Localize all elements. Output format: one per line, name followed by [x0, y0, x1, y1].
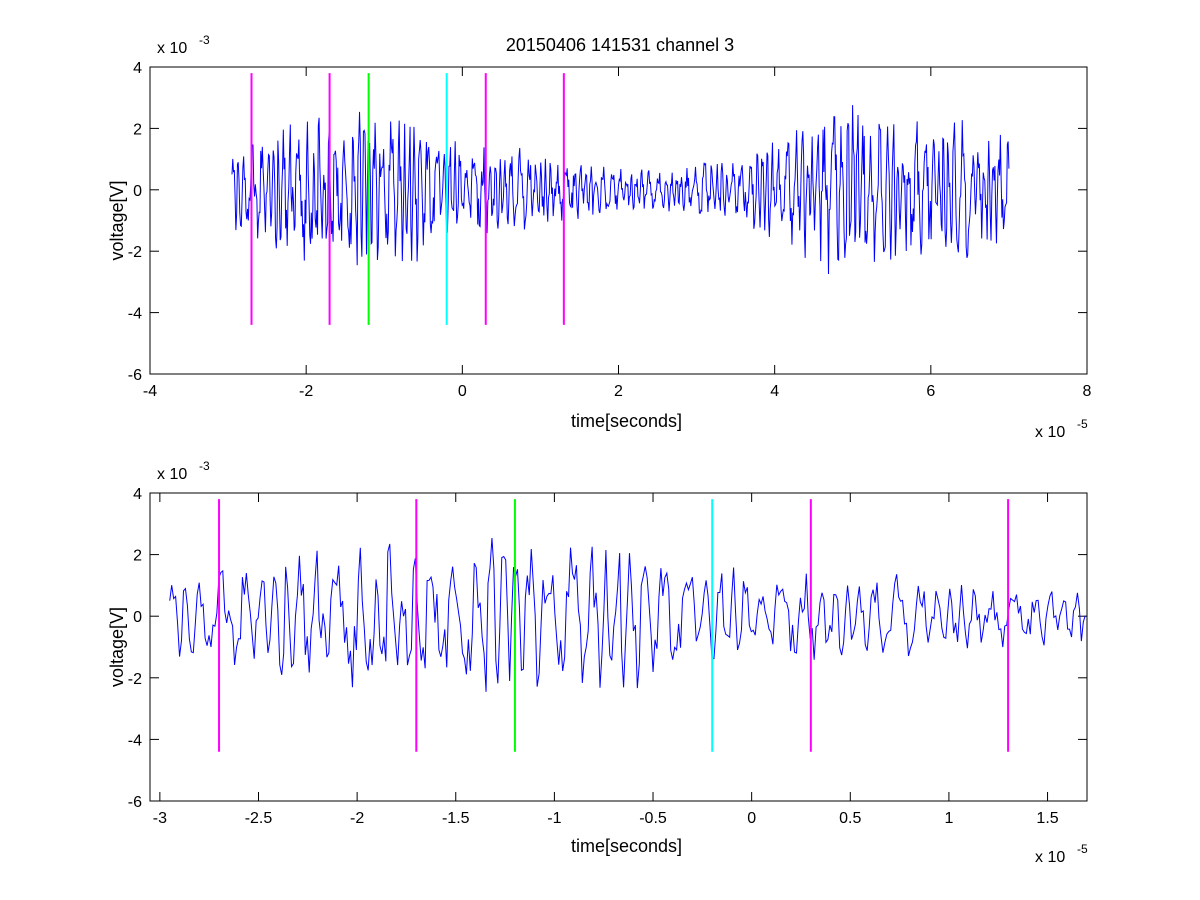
x-tick-label: 0 — [458, 383, 467, 400]
y-tick-label: -2 — [128, 671, 142, 688]
y-tick-label: 0 — [133, 609, 142, 626]
y-tick-label: 0 — [133, 183, 142, 200]
x-axis-label: time[seconds] — [571, 836, 682, 856]
y-tick-label: 4 — [133, 60, 142, 77]
x-exponent-label: x 10 — [1035, 849, 1065, 866]
x-tick-label: 8 — [1083, 383, 1092, 400]
x-tick-label: -2.5 — [245, 810, 273, 827]
x-tick-label: -3 — [153, 810, 167, 827]
y-tick-label: 2 — [133, 121, 142, 138]
y-tick-label: -6 — [128, 794, 142, 811]
x-tick-label: 0.5 — [839, 810, 861, 827]
y-tick-label: -4 — [128, 306, 142, 323]
x-exponent-power: -5 — [1077, 842, 1088, 856]
x-tick-label: -1.5 — [442, 810, 470, 827]
x-tick-label: -0.5 — [639, 810, 667, 827]
x-tick-label: -1 — [547, 810, 561, 827]
x-tick-label: -2 — [299, 383, 313, 400]
axes-box — [149, 492, 1088, 802]
x-tick-label: 1 — [944, 810, 953, 827]
top-subplot: -4 -2 0 2 4 6 8-6-4-2024time[seconds]voltage[V… — [107, 33, 1092, 441]
y-exponent-power: -3 — [199, 33, 210, 47]
bottom-subplot: -3 -2.5 -2 -1.5 -1 -0.5 0 0.5 1 1.5 -6 -4 -2 0 2 4 time[… — [107, 459, 1088, 866]
y-tick-label: -2 — [128, 244, 142, 261]
signal-trace — [169, 537, 1086, 692]
y-exponent-label: x 10 — [157, 466, 187, 483]
chart-title: 20150406 141531 channel 3 — [506, 35, 734, 55]
y-axis-label: voltage[V] — [107, 180, 127, 260]
x-axis-label: time[seconds] — [571, 411, 682, 431]
x-tick-label: -2 — [350, 810, 364, 827]
y-tick-label: -6 — [128, 367, 142, 384]
x-tick-label: 0 — [747, 810, 756, 827]
y-exponent-label: x 10 — [157, 40, 187, 57]
y-tick-label: 2 — [133, 548, 142, 565]
x-tick-label: 6 — [926, 383, 935, 400]
y-axis-label: voltage[V] — [107, 607, 127, 687]
y-tick-label: 4 — [133, 486, 142, 503]
x-tick-label: 4 — [770, 383, 779, 400]
y-tick-label: -4 — [128, 732, 142, 749]
signal-trace — [231, 105, 1010, 274]
x-exponent-label: x 10 — [1035, 424, 1065, 441]
x-tick-label: 2 — [614, 383, 623, 400]
y-exponent-power: -3 — [199, 459, 210, 473]
x-tick-label: 1.5 — [1036, 810, 1058, 827]
x-exponent-power: -5 — [1077, 417, 1088, 431]
x-tick-label: -4 — [143, 383, 157, 400]
